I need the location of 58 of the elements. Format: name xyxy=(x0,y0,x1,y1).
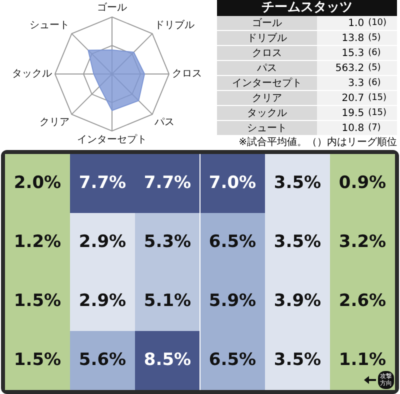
spoke-label: ゴール xyxy=(97,2,127,14)
category-label: シュート xyxy=(217,120,317,136)
spoke-label: ドリブル xyxy=(154,19,194,32)
text: ※試合平均値。（）内はリーグ順位 xyxy=(238,136,397,149)
data-label: 3.3 xyxy=(317,76,368,90)
data-label: 3.2% xyxy=(338,232,386,252)
spoke-label: パス xyxy=(153,117,174,128)
data-label: 0.9% xyxy=(338,172,386,193)
data-label: 3.9% xyxy=(274,290,322,311)
data-label: 20.7 xyxy=(317,90,368,106)
data-label: 8.5% xyxy=(144,350,192,370)
data-label: 1.5% xyxy=(14,290,62,311)
data-label: 15.3 xyxy=(317,46,368,60)
category-label: ゴール xyxy=(217,16,317,30)
spoke-label: クロス xyxy=(172,68,202,80)
data-label: 10.8 xyxy=(317,120,368,136)
data-label: 7.7% xyxy=(144,172,192,193)
data-label: (6) xyxy=(368,76,397,90)
data-label: 6.5% xyxy=(208,350,256,370)
data-label: 5.1% xyxy=(144,290,192,311)
data-label: 19.5 xyxy=(317,106,368,120)
data-label: 5.6% xyxy=(78,350,126,370)
data-label: 3.5% xyxy=(274,232,322,252)
category-label: クロス xyxy=(217,46,317,60)
data-label: (5) xyxy=(368,30,397,46)
data-label: 2.9% xyxy=(78,290,126,311)
data-label: (5) xyxy=(368,60,397,76)
category-label: タックル xyxy=(217,106,317,120)
data-label: (15) xyxy=(368,106,397,120)
spoke-label: シュート xyxy=(30,20,70,32)
category-label: ドリブル xyxy=(217,30,317,46)
data-label: 13.8 xyxy=(317,30,368,46)
data-label: 1.5% xyxy=(14,350,62,370)
text: チームスタッツ xyxy=(217,0,397,16)
spoke-label: クリア xyxy=(40,117,70,128)
data-label: 2.0% xyxy=(14,172,62,193)
data-label: (15) xyxy=(368,90,397,106)
data-label: 5.3% xyxy=(144,232,192,252)
data-label: 2.6% xyxy=(338,290,386,311)
data-label: 1.1% xyxy=(338,350,386,370)
data-label: 1.2% xyxy=(14,232,62,252)
spoke-label: タックル xyxy=(12,68,52,80)
data-label: (10) xyxy=(368,16,397,30)
data-label: (6) xyxy=(368,46,397,60)
category-label: クリア xyxy=(217,90,317,106)
data-label: 7.7% xyxy=(78,172,126,193)
spoke-label: インターセプト xyxy=(77,134,147,146)
data-label: 7.0% xyxy=(208,172,256,193)
data-label: 563.2 xyxy=(317,60,368,76)
data-label: 2.9% xyxy=(78,232,126,252)
data-label: 1.0 xyxy=(317,16,368,30)
category-label: インターセプト xyxy=(217,76,317,90)
data-label: 3.5% xyxy=(274,172,322,193)
data-label: 6.5% xyxy=(208,232,256,252)
data-label: 3.5% xyxy=(274,350,322,370)
category-label: パス xyxy=(217,60,317,76)
data-label: (7) xyxy=(368,120,397,136)
data-label: 5.9% xyxy=(208,290,256,311)
